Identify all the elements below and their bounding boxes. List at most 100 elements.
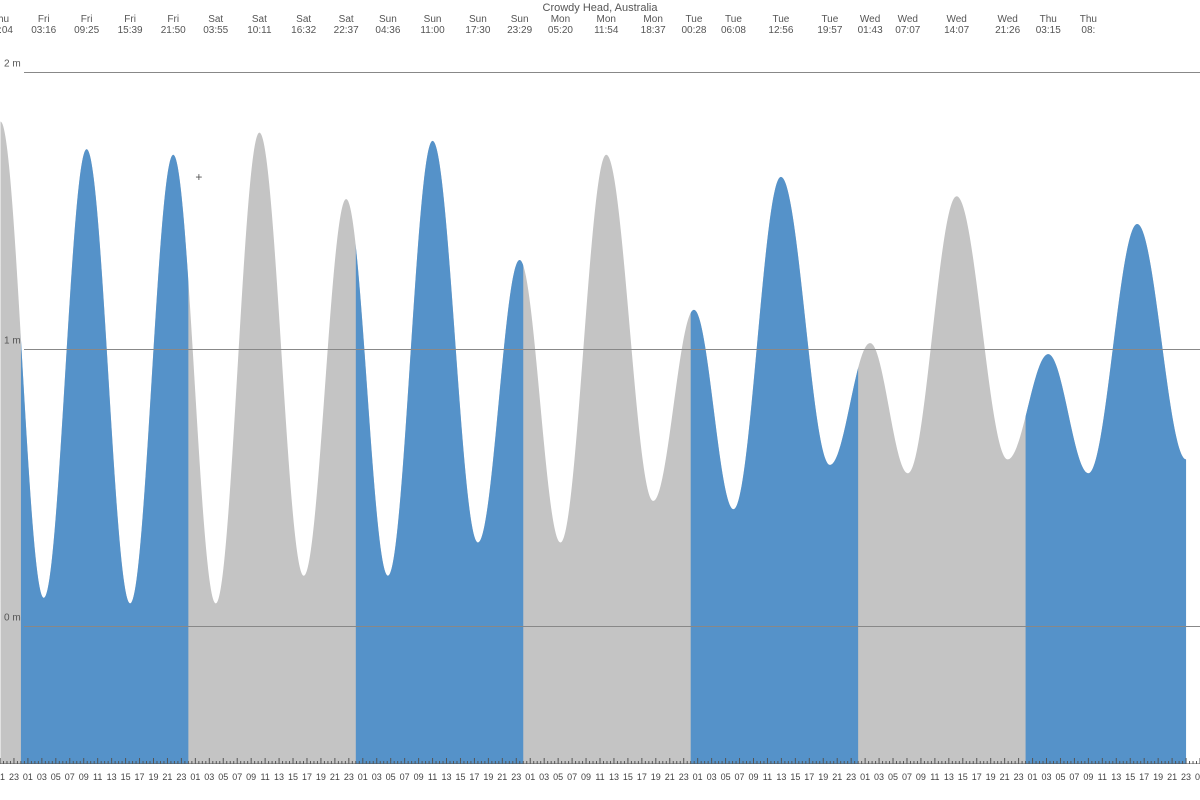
bottom-hour-label: 21 <box>832 772 842 782</box>
bottom-hour-label: 13 <box>441 772 451 782</box>
bottom-hour-label: 17 <box>972 772 982 782</box>
bottom-hour-label: 05 <box>553 772 563 782</box>
tide-event-label: Fri15:39 <box>118 14 143 36</box>
bottom-hour-label: 13 <box>609 772 619 782</box>
bottom-hour-label: 21 <box>1167 772 1177 782</box>
bottom-hour-label: 09 <box>1083 772 1093 782</box>
tide-event-label: Wed21:26 <box>995 14 1020 36</box>
bottom-hour-label: 23 <box>176 772 186 782</box>
bottom-hour-label: 21 <box>665 772 675 782</box>
tide-event-label: Tue00:28 <box>681 14 706 36</box>
bottom-hour-label: 17 <box>804 772 814 782</box>
bottom-hour-label: 03 <box>539 772 549 782</box>
bottom-hour-label: 07 <box>735 772 745 782</box>
bottom-hour-label: 11 <box>763 772 772 782</box>
bottom-hour-label: 11 <box>595 772 604 782</box>
bottom-hour-label: 15 <box>288 772 298 782</box>
bottom-hour-label: 11 <box>428 772 437 782</box>
y-axis-label: 0 m <box>4 612 21 623</box>
tide-event-label: Thu08: <box>1080 14 1097 36</box>
bottom-hour-label: 17 <box>469 772 479 782</box>
bottom-hour-label: 23 <box>846 772 856 782</box>
plot-area <box>0 44 1200 764</box>
bottom-hour-label: 07 <box>567 772 577 782</box>
bottom-hour-label: 11 <box>260 772 269 782</box>
bottom-hour-label: 23 <box>511 772 521 782</box>
tide-event-label: Sat22:37 <box>334 14 359 36</box>
bottom-hour-label: 09 <box>748 772 758 782</box>
tide-event-label: Thu21:04 <box>0 14 13 36</box>
tide-event-label: Sun17:30 <box>465 14 490 36</box>
bottom-hour-label: 01 <box>1028 772 1038 782</box>
gridline <box>24 626 1200 627</box>
top-axis-labels: Thu21:04Fri03:16Fri09:25Fri15:39Fri21:50… <box>0 14 1200 42</box>
bottom-hour-label: 13 <box>107 772 117 782</box>
cursor-marker: + <box>195 170 202 184</box>
chart-title: Crowdy Head, Australia <box>0 2 1200 14</box>
bottom-hour-label: 03 <box>37 772 47 782</box>
bottom-hour-label: 13 <box>1111 772 1121 782</box>
tide-event-label: Fri21:50 <box>161 14 186 36</box>
bottom-hour-label: 03 <box>372 772 382 782</box>
tide-event-label: Thu03:15 <box>1036 14 1061 36</box>
bottom-hour-label: 23 <box>1014 772 1024 782</box>
gridline <box>24 72 1200 73</box>
bottom-hour-label: 15 <box>121 772 131 782</box>
bottom-hour-label: 15 <box>790 772 800 782</box>
tide-event-label: Tue12:56 <box>768 14 793 36</box>
tide-event-label: Wed07:07 <box>895 14 920 36</box>
tide-event-label: Tue19:57 <box>817 14 842 36</box>
bottom-hour-label: 19 <box>316 772 326 782</box>
bottom-hour-label: 09 <box>414 772 424 782</box>
bottom-hour-label: 17 <box>302 772 312 782</box>
bottom-hour-label: 03 <box>204 772 214 782</box>
y-axis-label: 1 m <box>4 335 21 346</box>
bottom-hour-label: 17 <box>1139 772 1149 782</box>
bottom-hour-label: 19 <box>483 772 493 782</box>
bottom-hour-label: 07 <box>400 772 410 782</box>
bottom-hour-label: 23 <box>9 772 19 782</box>
tide-event-label: Tue06:08 <box>721 14 746 36</box>
bottom-hour-label: 17 <box>135 772 145 782</box>
bottom-hour-label: 11 <box>930 772 939 782</box>
bottom-hour-label: 05 <box>888 772 898 782</box>
bottom-hour-label: 01 <box>358 772 368 782</box>
bottom-hour-label: 13 <box>776 772 786 782</box>
tide-event-label: Mon11:54 <box>594 14 618 36</box>
bottom-hour-label: 13 <box>944 772 954 782</box>
tide-event-label: Sun04:36 <box>375 14 400 36</box>
tide-chart: Crowdy Head, Australia Thu21:04 Fri03:16 F… <box>0 0 1200 800</box>
tide-event-label: Mon18:37 <box>641 14 666 36</box>
bottom-hour-label: 15 <box>455 772 465 782</box>
bottom-hour-label: 01 <box>693 772 703 782</box>
bottom-hour-label: 01 <box>190 772 200 782</box>
bottom-axis-labels: 2123010305070911131517192123010305070911… <box>0 772 1200 784</box>
tide-event-label: Wed01:43 <box>858 14 883 36</box>
bottom-hour-label: 01 <box>860 772 870 782</box>
tide-event-label: Sun23:29 <box>507 14 532 36</box>
bottom-hour-label: 05 <box>386 772 396 782</box>
tide-event-label: Fri03:16 <box>31 14 56 36</box>
bottom-hour-label: 19 <box>818 772 828 782</box>
bottom-hour-label: 11 <box>1098 772 1107 782</box>
bottom-hour-label: 21 <box>162 772 172 782</box>
y-axis-label: 2 m <box>4 58 21 69</box>
bottom-hour-label: 21 <box>330 772 340 782</box>
bottom-hour-label: 21 <box>497 772 507 782</box>
bottom-hour-label: 03 <box>874 772 884 782</box>
bottom-hour-label: 23 <box>679 772 689 782</box>
bottom-hour-label: 09 <box>79 772 89 782</box>
bottom-hour-label: 05 <box>721 772 731 782</box>
bottom-hour-label: 03 <box>1041 772 1051 782</box>
bottom-hour-label: 19 <box>651 772 661 782</box>
bottom-hour-label: 11 <box>93 772 102 782</box>
bottom-hour-label: 09 <box>916 772 926 782</box>
bottom-hour-label: 07 <box>232 772 242 782</box>
tide-event-label: Sat10:11 <box>247 14 271 36</box>
bottom-hour-label: 15 <box>623 772 633 782</box>
bottom-hour-label: 19 <box>986 772 996 782</box>
bottom-hour-label: 07 <box>65 772 75 782</box>
bottom-hour-label: 13 <box>274 772 284 782</box>
bottom-hour-label: 09 <box>581 772 591 782</box>
bottom-hour-label: 05 <box>1055 772 1065 782</box>
